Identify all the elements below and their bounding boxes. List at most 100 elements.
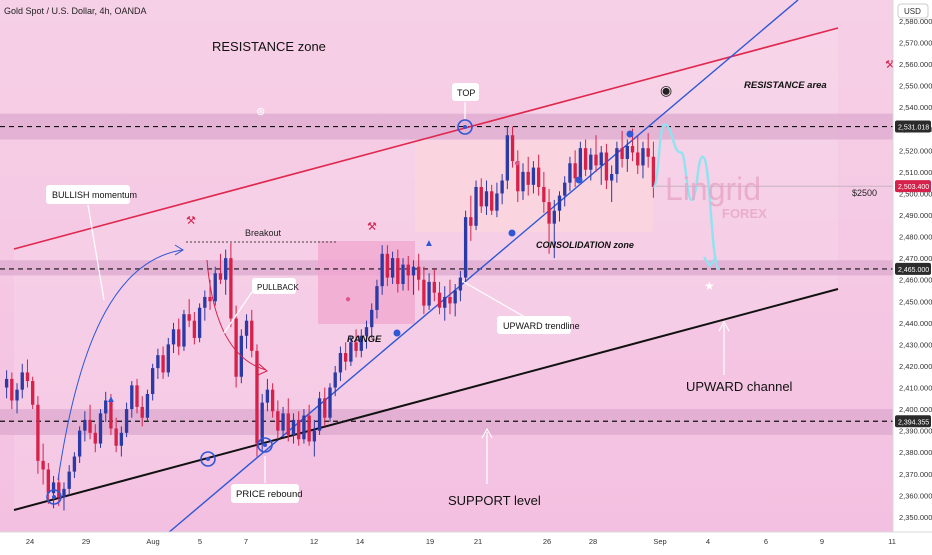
candle-body xyxy=(119,432,124,446)
candle-body xyxy=(104,400,108,414)
hammer-icon: ⚒ xyxy=(367,221,377,233)
pullback-callout-text: PULLBACK xyxy=(257,283,299,292)
time-tick-label: 29 xyxy=(82,537,90,546)
price-tick-label: 2,540.000 xyxy=(899,103,932,112)
candle-body xyxy=(67,471,71,489)
candle-body xyxy=(651,156,656,187)
candle-body xyxy=(557,195,562,211)
price-axis-background xyxy=(893,0,932,550)
trend-touch-3 xyxy=(575,176,583,184)
currency-label: USD xyxy=(904,7,921,16)
candle-body xyxy=(401,264,405,285)
candle-body xyxy=(437,292,442,308)
price-tick-label: 2,570.000 xyxy=(899,39,932,48)
time-tick-label: 19 xyxy=(426,537,434,546)
candle-body xyxy=(406,264,410,276)
top-callout-text: TOP xyxy=(457,88,475,98)
price-tick-label: 2,510.000 xyxy=(899,168,932,177)
time-axis[interactable]: 24 29 Aug 5 7 12 14 19 21 26 28 Sep 4 6 9 11 xyxy=(26,537,896,546)
candle-body xyxy=(51,482,56,494)
currency-badge[interactable] xyxy=(897,3,929,19)
candle-body xyxy=(57,482,61,498)
candle-body xyxy=(338,353,343,373)
projection-path xyxy=(652,123,721,271)
trend-touch-1 xyxy=(393,329,401,337)
time-tick-label: Sep xyxy=(653,537,666,546)
candle-body xyxy=(589,154,593,170)
candle-body xyxy=(385,253,390,278)
candle-body xyxy=(234,318,238,377)
candle-body xyxy=(98,413,103,444)
support-pointer-head xyxy=(481,427,493,439)
momentum-pointer xyxy=(87,204,105,301)
price-label-text: 2,394.355 xyxy=(898,419,929,426)
candle-body xyxy=(62,488,66,498)
candle-body xyxy=(145,393,150,418)
time-tick-label: 12 xyxy=(310,537,318,546)
candle-body xyxy=(333,372,337,388)
snail-icon: ● xyxy=(345,294,351,305)
price-tick-label: 2,500.000 xyxy=(899,189,932,198)
price-tick-label: 2,470.000 xyxy=(899,254,932,263)
resistance-zone-label: RESISTANCE zone xyxy=(212,39,326,54)
price-label-text: 2,531.018 xyxy=(898,125,929,132)
price-tick-label: 2,440.000 xyxy=(899,319,932,328)
range-box xyxy=(318,241,415,324)
price-tick-label: 2,370.000 xyxy=(899,470,932,479)
candle-body xyxy=(317,398,322,431)
price-axis[interactable]: 2,350.000 2,360.000 2,370.000 2,380.000 2,39… xyxy=(899,17,932,522)
candle-body xyxy=(458,277,463,291)
candle-body xyxy=(177,329,181,347)
price-tick-label: 2,390.000 xyxy=(899,427,932,436)
symbol-title: Gold Spot / U.S. Dollar, 4h, OANDA xyxy=(4,6,147,16)
price-tick-label: 2,490.000 xyxy=(899,211,932,220)
price-tick-label: 2,580.000 xyxy=(899,17,932,26)
zone-support xyxy=(0,409,893,435)
candle-body xyxy=(636,152,640,166)
candle-body xyxy=(187,314,191,321)
price-tick-label: 2,400.000 xyxy=(899,405,932,414)
candle-body xyxy=(547,202,551,224)
low-circle-dot xyxy=(52,495,56,499)
hammer-icon: ⚒ xyxy=(885,59,895,71)
top-circle-dot xyxy=(463,125,467,129)
candle-body xyxy=(630,146,635,153)
candle-body xyxy=(114,428,118,446)
trendline-callout-text: UPWARD trendline xyxy=(503,321,580,331)
candle-body xyxy=(343,353,348,362)
candle-body xyxy=(161,355,165,373)
pullback-callout-box xyxy=(252,278,296,294)
breakout-label: Breakout xyxy=(245,228,282,238)
candle-body xyxy=(625,146,629,159)
candle-body xyxy=(203,296,207,308)
candle-body xyxy=(36,404,40,461)
candle-body xyxy=(224,258,228,280)
candle-body xyxy=(276,411,280,431)
range-label: RANGE xyxy=(347,334,382,345)
rocket-icon: ▲ xyxy=(106,394,116,405)
time-tick-label: 28 xyxy=(589,537,597,546)
candle-body xyxy=(563,182,567,196)
watermark-sub: FOREX xyxy=(722,206,767,221)
upward-trendline xyxy=(147,0,799,551)
candle-body xyxy=(25,372,30,382)
candle-body xyxy=(312,430,317,442)
candle-body xyxy=(542,186,546,203)
momentum-arc xyxy=(57,249,183,481)
price-tick-label: 2,360.000 xyxy=(899,491,932,500)
candle-body xyxy=(31,381,35,405)
price-labels: 2,531.018 2,503.400 2,465.000 2,394.355 xyxy=(895,120,931,428)
candle-body xyxy=(4,378,9,388)
bullish-callout-box xyxy=(46,185,130,204)
trendline-pointer xyxy=(461,280,531,321)
trend-touch-4 xyxy=(626,130,634,138)
candle-body xyxy=(521,171,525,192)
candle-body xyxy=(417,266,421,280)
consolidation-box xyxy=(415,140,653,232)
momentum-arrowhead xyxy=(174,244,184,256)
candle-body xyxy=(46,469,51,494)
candle-body xyxy=(427,281,431,306)
star-icon: ★ xyxy=(704,279,715,293)
